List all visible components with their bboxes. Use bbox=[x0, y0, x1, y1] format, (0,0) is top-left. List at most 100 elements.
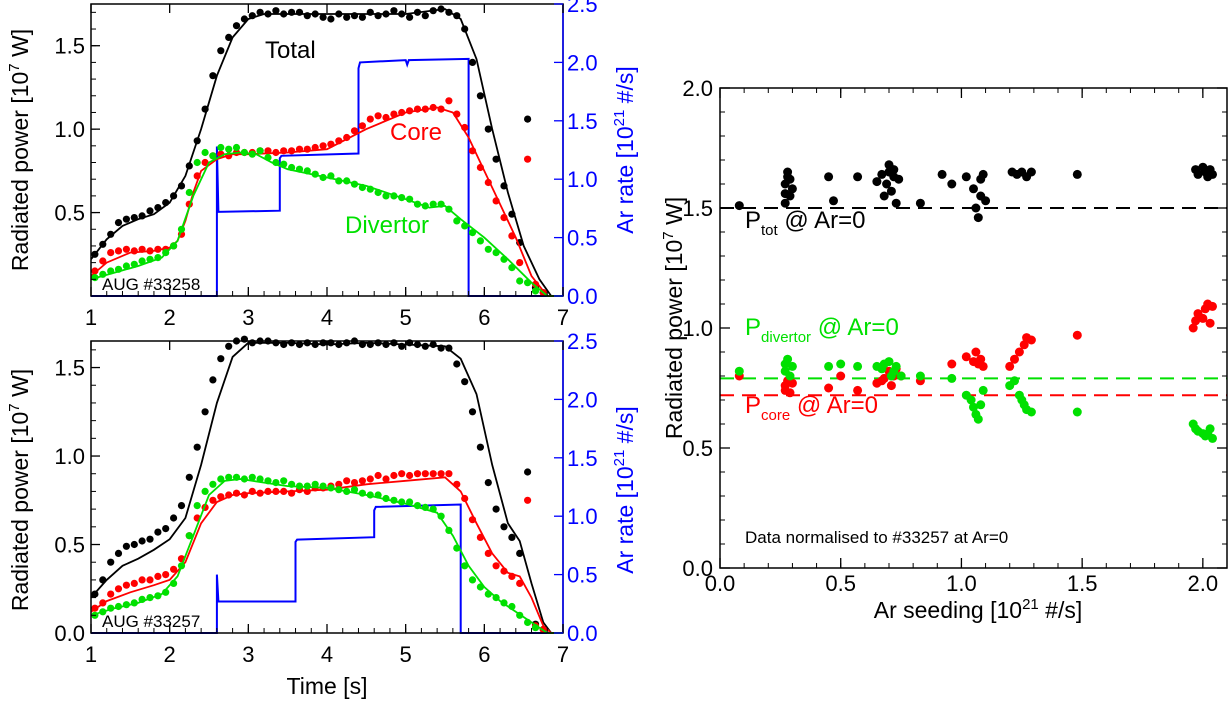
top-core-point bbox=[445, 97, 453, 105]
top-total-point bbox=[280, 10, 288, 18]
top-total-point bbox=[413, 8, 422, 16]
top-core-point bbox=[516, 259, 524, 267]
bottom-core-point bbox=[335, 480, 343, 488]
bottom-core-point bbox=[225, 491, 233, 499]
bottom-core-point bbox=[429, 470, 437, 478]
bottom-core-point bbox=[421, 470, 429, 478]
bottom-core-point bbox=[138, 576, 146, 584]
bottom-core-point bbox=[256, 489, 264, 497]
top-total-point bbox=[264, 10, 272, 18]
bottom-xtick-label: 3 bbox=[242, 642, 254, 667]
bottom-div-point bbox=[437, 512, 445, 520]
bottom-core-point bbox=[91, 604, 99, 612]
panel-right-scatter: 0.0 0.5 1.0 1.5 2.0 0.0 0.5 1.0 1.5 2.0 Ptot @ Ar… bbox=[660, 76, 1228, 623]
scatter-total-point bbox=[973, 213, 983, 223]
bottom-core-point bbox=[500, 567, 508, 575]
scatter-total-point bbox=[981, 196, 991, 206]
bottom-total-point bbox=[185, 473, 193, 481]
scatter-total-point bbox=[879, 191, 889, 201]
top-total-point bbox=[343, 13, 351, 21]
scatter-divertor-point bbox=[966, 395, 976, 405]
bottom-core-point bbox=[122, 581, 130, 589]
bottom-core-point bbox=[217, 493, 225, 501]
scatter-total-point bbox=[785, 191, 795, 201]
bottom-div-point bbox=[445, 526, 453, 535]
bottom-div-point bbox=[406, 498, 414, 506]
panel-bottom-ylabel-exp: 7 bbox=[6, 403, 23, 411]
bottom-total-point bbox=[193, 443, 201, 451]
bottom-total-point bbox=[524, 468, 532, 476]
scatter-core-point bbox=[1198, 313, 1208, 323]
bottom-div-point bbox=[413, 502, 422, 510]
top-total-point bbox=[154, 204, 162, 212]
bottom-total-point bbox=[358, 340, 366, 349]
scatter-core-point bbox=[978, 361, 988, 371]
bottom-div-point bbox=[350, 486, 359, 494]
scatter-divertor-point bbox=[891, 361, 901, 371]
bottom-total-point bbox=[398, 342, 406, 350]
bottom-core-point bbox=[232, 489, 241, 497]
bottom-div-point bbox=[390, 496, 398, 504]
scatter-total-point bbox=[1193, 169, 1203, 179]
top-core-point bbox=[524, 155, 532, 163]
panel-bottom-shot-33257: 1 2 3 4 5 6 70.00.51.01.50.00.51.01.52.02.5 AU… bbox=[6, 329, 638, 699]
bottom-div-fit-line bbox=[90, 478, 563, 634]
bottom-core-point bbox=[492, 562, 500, 570]
scatter-core-point bbox=[836, 371, 846, 381]
bottom-y2tick-label: 0.5 bbox=[567, 563, 598, 588]
scatter-divertor-point bbox=[787, 361, 797, 371]
top-div-point bbox=[272, 158, 280, 167]
top-core-point bbox=[130, 247, 138, 255]
top-total-point bbox=[335, 10, 343, 18]
scatter-core-point bbox=[1072, 330, 1082, 340]
top-total-point bbox=[288, 8, 296, 16]
top-total-point bbox=[303, 12, 311, 20]
top-total-point bbox=[461, 25, 469, 33]
bottom-div-point bbox=[209, 480, 217, 488]
top-div-point bbox=[264, 153, 272, 162]
top-div-point bbox=[99, 270, 107, 278]
bottom-xtick-label: 1 bbox=[85, 642, 97, 667]
annotation-divertor: Divertor bbox=[345, 212, 429, 239]
scatter-core-point bbox=[1019, 340, 1029, 350]
panel-bottom-ylabel: Radiated power [107 W] bbox=[6, 369, 33, 611]
top-div-point bbox=[146, 255, 154, 263]
panel-right-xlabel: Ar seeding [1021 #/s] bbox=[874, 596, 1082, 623]
top-core-point bbox=[264, 147, 272, 155]
top-total-fit-line bbox=[90, 8, 563, 297]
top-core-point bbox=[508, 232, 516, 240]
top-total-point bbox=[358, 13, 366, 21]
panel-bottom-shot-label: AUG #33257 bbox=[102, 612, 200, 631]
bottom-total-point bbox=[476, 443, 484, 451]
top-xtick-label: 3 bbox=[242, 305, 254, 330]
scatter-core-point bbox=[1014, 347, 1024, 357]
scatter-divertor-point bbox=[884, 357, 894, 367]
top-total-point bbox=[406, 13, 414, 21]
top-xtick-label: 6 bbox=[478, 305, 490, 330]
scatter-total-point bbox=[978, 169, 988, 179]
top-div-point bbox=[343, 177, 351, 185]
bottom-total-point bbox=[311, 340, 319, 349]
right-xtick-label: 0.5 bbox=[825, 571, 856, 596]
top-core-point bbox=[461, 123, 469, 132]
annotation-core: Core bbox=[390, 119, 442, 146]
scatter-divertor-point bbox=[969, 402, 978, 412]
label-ptot-rest: @ Ar=0 bbox=[778, 207, 866, 234]
scatter-total-point bbox=[872, 177, 882, 187]
bottom-total-point bbox=[114, 549, 123, 558]
top-total-point bbox=[350, 12, 359, 20]
top-div-point bbox=[217, 143, 225, 152]
scatter-divertor-point bbox=[978, 385, 988, 395]
bottom-div-point bbox=[122, 601, 130, 609]
top-div-point bbox=[421, 202, 429, 210]
top-y2tick-label: 1.0 bbox=[567, 167, 598, 192]
right-xtick-label: 1.0 bbox=[946, 571, 977, 596]
scatter-divertor-point bbox=[1205, 424, 1215, 434]
top-xtick-label: 7 bbox=[557, 305, 569, 330]
top-div-point bbox=[107, 267, 115, 275]
scatter-total-point bbox=[734, 201, 744, 211]
top-total-point bbox=[453, 12, 461, 20]
top-total-point bbox=[311, 10, 319, 18]
right-xtick-label: 0.0 bbox=[705, 571, 736, 596]
scatter-core-point bbox=[1010, 354, 1019, 364]
